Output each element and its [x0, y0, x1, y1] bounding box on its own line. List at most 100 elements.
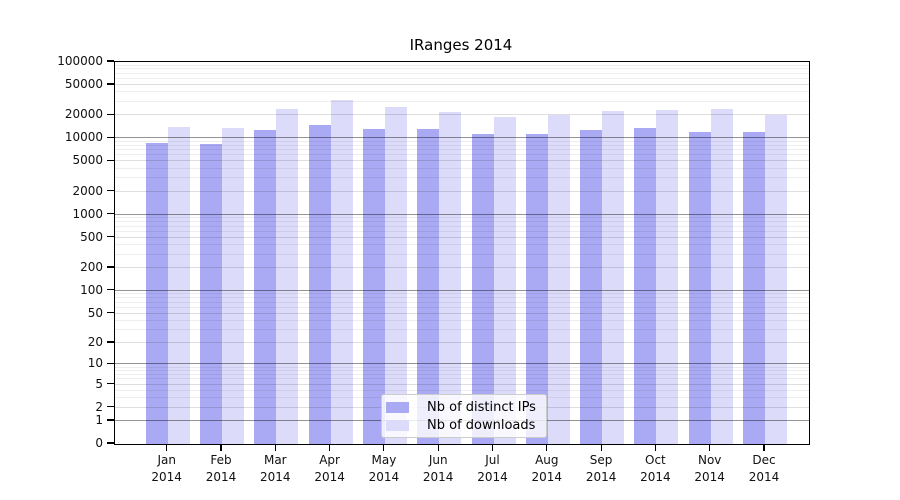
gridline-1000 [115, 213, 809, 215]
y-tick-mark-20 [107, 341, 114, 343]
gridline-5000 [115, 160, 809, 162]
bar-downloads-feb [222, 128, 244, 444]
y-tick-mark-2000 [107, 190, 114, 192]
bar-downloads-jul [493, 116, 516, 444]
gridline-40000 [115, 91, 809, 93]
gridline-4000 [115, 167, 809, 169]
y-tick-mark-10 [107, 362, 114, 364]
bar-downloads-aug [547, 115, 570, 444]
gridline-10000 [115, 137, 809, 139]
x-tick-label-apr: Apr 2014 [314, 453, 345, 484]
y-tick-label-20: 20 [87, 335, 103, 349]
bar-downloads-nov [710, 108, 733, 444]
y-tick-label-500: 500 [80, 229, 103, 244]
y-tick-mark-1 [107, 419, 114, 421]
x-tick-label-may: May 2014 [368, 453, 400, 484]
gridline-30000 [115, 100, 809, 102]
gridline-90000 [115, 64, 809, 66]
bar-ips-jan [145, 143, 168, 444]
bar-downloads-apr [330, 99, 353, 444]
gridline-9000 [115, 140, 809, 142]
x-tick-mark-jan [166, 444, 168, 451]
legend-label-distinct-ips: Nb of distinct IPs [427, 399, 536, 415]
y-tick-mark-1000 [107, 213, 114, 215]
gridline-60000 [115, 77, 809, 79]
bar-ips-feb [200, 144, 222, 444]
y-tick-label-200: 200 [80, 260, 103, 274]
bar-downloads-jan [167, 126, 190, 444]
y-tick-label-2000: 2000 [72, 183, 103, 198]
bar-ips-aug [525, 133, 548, 444]
chart-title: IRanges 2014 [409, 36, 513, 54]
y-tick-mark-50000 [107, 83, 114, 85]
gridline-40 [115, 319, 809, 321]
gridline-2000 [115, 190, 809, 192]
y-tick-label-50: 50 [87, 305, 103, 320]
gridline-6000 [115, 154, 809, 156]
x-tick-mark-nov [709, 444, 711, 451]
x-tick-mark-jun [437, 444, 439, 451]
gridline-6 [115, 378, 809, 380]
x-tick-mark-feb [220, 444, 222, 451]
x-tick-mark-aug [546, 444, 548, 451]
y-tick-label-20000: 20000 [64, 107, 103, 122]
bar-downloads-jun [439, 111, 462, 444]
gridline-20000 [115, 114, 809, 116]
gridline-4 [115, 389, 809, 391]
bar-downloads-dec [765, 114, 787, 444]
legend-swatch-distinct-ips [386, 401, 409, 413]
x-tick-label-nov: Nov 2014 [694, 453, 725, 484]
bar-ips-sep [580, 129, 603, 444]
gridline-50000 [115, 84, 809, 85]
y-tick-mark-100000 [107, 60, 114, 62]
y-tick-mark-5 [107, 382, 114, 385]
bar-ips-apr [308, 124, 331, 444]
x-tick-label-jan: Jan 2014 [151, 453, 182, 484]
x-tick-mark-may [383, 444, 385, 451]
x-tick-label-aug: Aug 2014 [531, 453, 563, 484]
bar-downloads-mar [276, 108, 299, 444]
gridline-80000 [115, 68, 809, 70]
legend-row-downloads: Nb of downloads [386, 417, 538, 433]
gridline-60 [115, 306, 809, 308]
y-tick-mark-0 [107, 442, 114, 444]
bar-ips-dec [743, 132, 765, 444]
y-tick-mark-500 [107, 236, 114, 238]
gridline-10 [115, 363, 809, 365]
gridline-100000 [115, 61, 809, 62]
gridline-400 [115, 244, 809, 246]
y-tick-mark-10000 [107, 136, 114, 138]
y-tick-label-5000: 5000 [72, 153, 103, 168]
y-tick-mark-5000 [107, 159, 114, 161]
legend-label-downloads: Nb of downloads [427, 417, 536, 433]
bar-ips-jul [471, 133, 494, 444]
gridline-8000 [115, 144, 809, 146]
gridline-600 [115, 230, 809, 232]
y-tick-mark-100 [107, 289, 114, 291]
y-tick-label-100000: 100000 [57, 54, 103, 68]
bar-ips-oct [634, 127, 657, 444]
x-tick-label-jun: Jun 2014 [422, 453, 454, 484]
gridline-90 [115, 293, 809, 295]
x-tick-label-sep: Sep 2014 [585, 453, 617, 484]
y-tick-mark-50 [107, 311, 114, 314]
gridline-50 [115, 312, 809, 314]
plot-area: Nb of distinct IPs Nb of downloads [114, 61, 810, 445]
y-tick-mark-20000 [107, 113, 114, 115]
bar-ips-may [362, 128, 385, 444]
gridline-9 [115, 366, 809, 368]
y-tick-label-100: 100 [80, 282, 103, 297]
gridline-30 [115, 329, 809, 331]
legend-swatch-downloads [386, 419, 409, 431]
gridline-7000 [115, 149, 809, 151]
gridline-8 [115, 370, 809, 372]
y-tick-mark-200 [107, 266, 114, 268]
bar-ips-mar [254, 129, 277, 444]
gridline-100 [115, 289, 809, 291]
gridline-5 [115, 383, 809, 385]
x-tick-label-jul: Jul 2014 [477, 453, 508, 484]
bar-downloads-oct [656, 109, 679, 444]
x-tick-mark-oct [654, 444, 656, 451]
legend: Nb of distinct IPs Nb of downloads [381, 394, 547, 438]
